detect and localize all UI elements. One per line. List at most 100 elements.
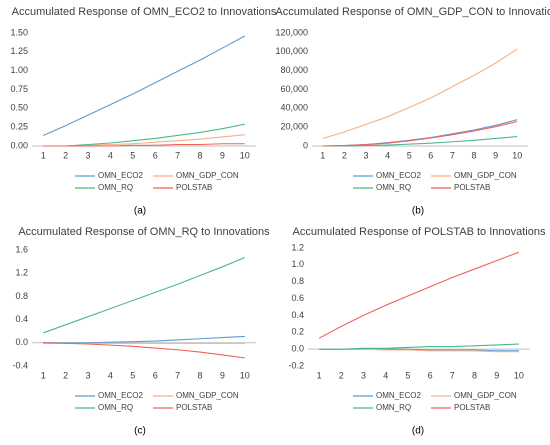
y-tick-label: 1.25: [10, 46, 28, 56]
y-tick-label: 100,000: [275, 46, 308, 56]
x-tick-label: 6: [153, 150, 158, 160]
legend-label: OMN_RQ: [98, 403, 133, 412]
x-tick-label: 5: [407, 150, 412, 160]
y-tick-label: 1.2: [15, 268, 28, 278]
x-tick-label: 6: [428, 370, 433, 380]
y-tick-label: 1.50: [10, 27, 28, 37]
y-tick-label: 0.4: [15, 314, 28, 324]
caption: (b): [412, 206, 424, 217]
series-line: [319, 343, 519, 350]
series-line: [322, 120, 518, 147]
x-tick-label: 10: [240, 150, 250, 160]
y-tick-label: 0.0: [291, 344, 304, 354]
x-tick-label: 7: [175, 370, 180, 380]
y-tick-label: -0.2: [288, 360, 304, 370]
legend-label: POLSTAB: [454, 403, 490, 412]
y-tick-label: 0.8: [15, 291, 28, 301]
x-tick-label: 9: [494, 370, 499, 380]
x-tick-label: 5: [130, 150, 135, 160]
x-tick-label: 10: [514, 370, 524, 380]
x-tick-label: 5: [405, 370, 410, 380]
x-tick-label: 5: [130, 370, 135, 380]
y-tick-label: 1.6: [15, 244, 28, 254]
chart-title: Accumulated Response of OMN_ECO2 to Inno…: [12, 6, 277, 18]
x-tick-label: 2: [342, 150, 347, 160]
x-tick-label: 4: [108, 150, 113, 160]
y-tick-label: -0.4: [12, 360, 28, 370]
y-tick-label: 0.00: [10, 140, 28, 150]
series-line: [43, 342, 245, 359]
series-line: [43, 257, 246, 334]
x-tick-label: 3: [361, 370, 366, 380]
legend-label: OMN_ECO2: [98, 171, 143, 180]
series-line: [318, 251, 520, 339]
y-tick-label: 20,000: [280, 122, 308, 132]
x-tick-label: 8: [472, 370, 477, 380]
x-tick-label: 1: [41, 150, 46, 160]
legend-label: OMN_ECO2: [98, 391, 143, 400]
series-line: [43, 123, 245, 147]
legend-label: POLSTAB: [176, 183, 212, 192]
caption: (c): [134, 426, 146, 437]
caption: (a): [134, 206, 146, 217]
series-line: [322, 119, 518, 147]
y-tick-label: 80,000: [280, 65, 308, 75]
x-tick-label: 1: [320, 150, 325, 160]
chart-title: Accumulated Response of OMN_GDP_CON to I…: [275, 6, 550, 18]
x-tick-label: 8: [197, 370, 202, 380]
legend-label: POLSTAB: [176, 403, 212, 412]
y-tick-label: 0: [303, 140, 308, 150]
x-tick-label: 4: [383, 370, 388, 380]
y-tick-label: 60,000: [280, 84, 308, 94]
x-tick-label: 7: [450, 150, 455, 160]
x-tick-label: 4: [108, 370, 113, 380]
legend-label: OMN_RQ: [376, 403, 411, 412]
legend-label: OMN_ECO2: [376, 171, 421, 180]
series-line: [42, 35, 246, 136]
legend-label: OMN_GDP_CON: [176, 391, 239, 400]
y-tick-label: 0.50: [10, 103, 28, 113]
y-tick-label: 1.2: [291, 242, 304, 252]
legend-label: POLSTAB: [454, 183, 490, 192]
x-tick-label: 10: [240, 370, 250, 380]
y-tick-label: 0.2: [291, 327, 304, 337]
y-tick-label: 0.4: [291, 310, 304, 320]
legend-label: OMN_GDP_CON: [176, 171, 239, 180]
x-tick-label: 9: [493, 150, 498, 160]
series-line: [322, 136, 518, 147]
x-tick-label: 3: [85, 370, 90, 380]
x-tick-label: 7: [450, 370, 455, 380]
x-tick-label: 8: [471, 150, 476, 160]
x-tick-label: 9: [220, 150, 225, 160]
y-tick-label: 120,000: [275, 27, 308, 37]
y-tick-label: 0.8: [291, 276, 304, 286]
caption: (d): [412, 426, 424, 437]
x-tick-label: 2: [63, 150, 68, 160]
x-tick-label: 9: [220, 370, 225, 380]
x-tick-label: 2: [339, 370, 344, 380]
legend-label: OMN_ECO2: [376, 391, 421, 400]
y-tick-label: 0.0: [15, 337, 28, 347]
y-tick-label: 0.25: [10, 122, 28, 132]
x-tick-label: 6: [153, 370, 158, 380]
chart-title: Accumulated Response of POLSTAB to Innov…: [293, 226, 546, 238]
y-tick-label: 40,000: [280, 103, 308, 113]
series-line: [322, 48, 518, 139]
x-tick-label: 3: [363, 150, 368, 160]
x-tick-label: 3: [85, 150, 90, 160]
y-tick-label: 0.6: [291, 293, 304, 303]
x-tick-label: 8: [197, 150, 202, 160]
series-line: [43, 143, 245, 147]
x-tick-label: 6: [428, 150, 433, 160]
y-tick-label: 0.75: [10, 84, 28, 94]
series-line: [43, 335, 245, 344]
x-tick-label: 7: [175, 150, 180, 160]
x-tick-label: 10: [512, 150, 522, 160]
x-tick-label: 2: [63, 370, 68, 380]
legend-label: OMN_GDP_CON: [454, 171, 517, 180]
x-tick-label: 4: [385, 150, 390, 160]
x-tick-label: 1: [41, 370, 46, 380]
chart-title: Accumulated Response of OMN_RQ to Innova…: [18, 226, 270, 238]
legend-label: OMN_RQ: [98, 183, 133, 192]
